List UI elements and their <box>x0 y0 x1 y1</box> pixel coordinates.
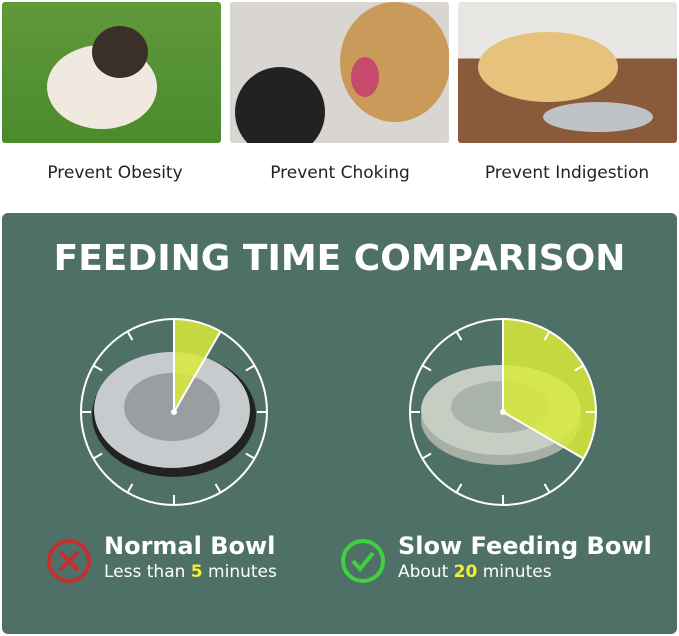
clock-hand-end <box>173 330 222 413</box>
clock-tick <box>126 483 134 494</box>
slow-bowl-name: Slow Feeding Bowl <box>398 532 652 560</box>
clock-tick <box>421 364 432 372</box>
clock-tick <box>543 330 551 341</box>
comparison-title: FEEDING TIME COMPARISON <box>53 238 626 279</box>
clock-tick <box>126 330 134 341</box>
clock-center <box>500 409 506 415</box>
normal-bowl-clock <box>80 318 268 506</box>
slow-bowl-clock <box>409 318 597 506</box>
caption-obesity: Prevent Obesity <box>47 163 183 183</box>
slow-bowl-label: Slow Feeding Bowl About 20 minutes <box>398 532 652 582</box>
clock-tick <box>543 483 551 494</box>
dog-bowl-photo <box>458 2 677 143</box>
normal-minutes: 5 <box>190 562 203 582</box>
normal-pre: Less than <box>104 562 191 582</box>
dog-mouth-photo <box>230 2 449 143</box>
normal-bowl-label: Normal Bowl Less than 5 minutes <box>104 532 277 582</box>
clock-tick <box>214 483 222 494</box>
clock-tick <box>245 364 256 372</box>
clock-hand-end <box>502 411 585 460</box>
clock-tick <box>245 452 256 460</box>
slow-pre: About <box>398 562 454 582</box>
clock-tick <box>455 330 463 341</box>
slow-post: minutes <box>477 562 552 582</box>
clock-tick <box>574 364 585 372</box>
time-wedge <box>174 319 221 412</box>
slow-minutes: 20 <box>453 562 478 582</box>
x-circle-icon <box>47 539 91 583</box>
caption-indigestion: Prevent Indigestion <box>484 163 650 183</box>
clock-tick <box>92 452 103 460</box>
normal-bowl-name: Normal Bowl <box>104 532 276 560</box>
normal-post: minutes <box>202 562 277 582</box>
pug-photo <box>2 2 221 143</box>
clock-tick <box>92 364 103 372</box>
time-wedge <box>503 319 596 459</box>
clock-tick <box>455 483 463 494</box>
caption-choking: Prevent Choking <box>270 163 410 183</box>
clock-tick <box>421 452 432 460</box>
check-circle-icon <box>341 539 385 583</box>
clock-center <box>171 409 177 415</box>
